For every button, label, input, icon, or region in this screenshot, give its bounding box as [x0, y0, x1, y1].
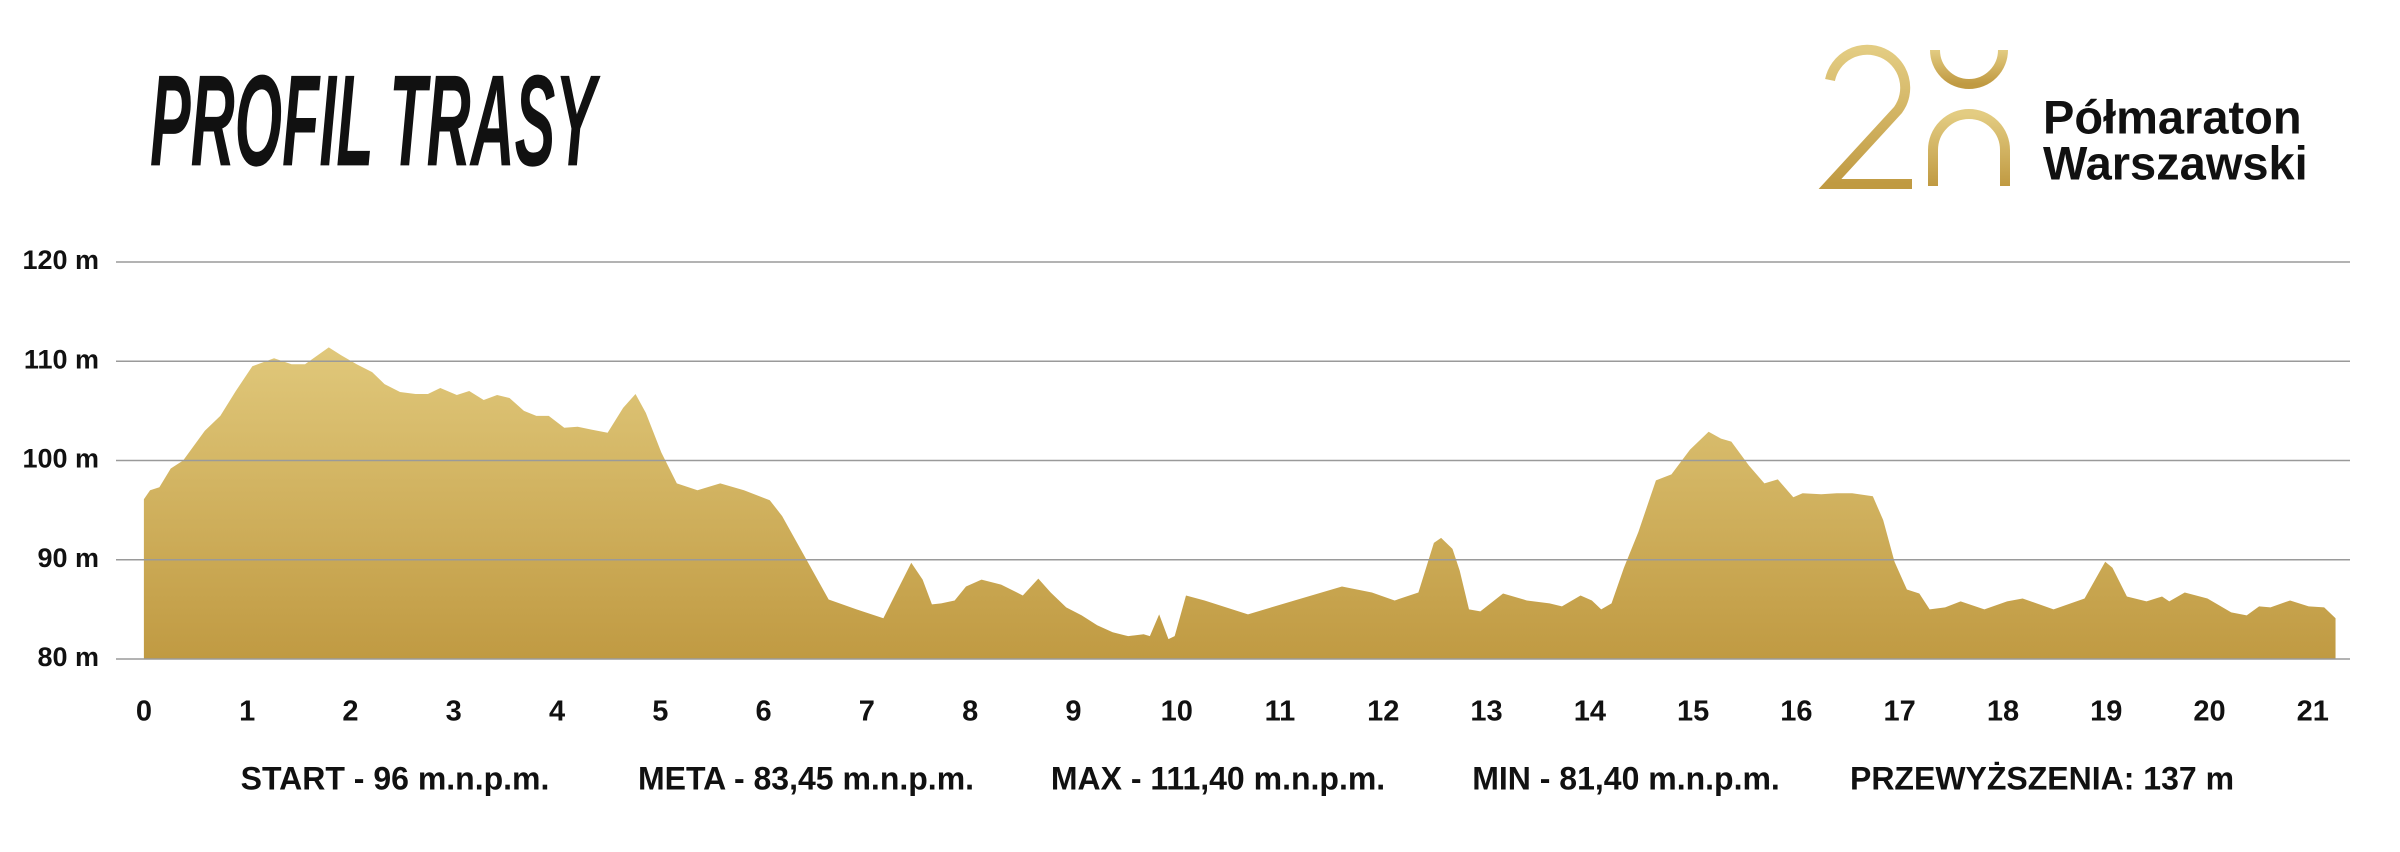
y-tick-label: 90 m: [37, 543, 99, 573]
logo-mark: [1818, 44, 2010, 189]
x-tick-label: 2: [342, 696, 358, 728]
logo-text: Półmaraton: [2043, 90, 2302, 143]
logo-text: Warszawski: [2043, 136, 2308, 189]
x-tick-label: 5: [652, 696, 668, 728]
x-tick-label: 10: [1161, 696, 1193, 728]
x-tick-label: 8: [962, 696, 978, 728]
y-tick-label: 80 m: [37, 642, 99, 672]
stat-annotation: META - 83,45 m.n.p.m.: [638, 760, 974, 796]
x-tick-label: 14: [1574, 696, 1606, 728]
x-tick-label: 21: [2297, 696, 2329, 728]
x-tick-label: 3: [446, 696, 462, 728]
x-tick-label: 4: [549, 696, 565, 728]
x-tick-label: 12: [1367, 696, 1399, 728]
y-tick-label: 100 m: [22, 444, 99, 474]
x-tick-label: 1: [239, 696, 255, 728]
x-tick-label: 18: [1987, 696, 2019, 728]
x-tick-label: 15: [1677, 696, 1709, 728]
x-tick-label: 7: [859, 696, 875, 728]
y-tick-label: 120 m: [22, 245, 99, 275]
stat-annotation: START - 96 m.n.p.m.: [241, 760, 550, 796]
stat-annotation: MAX - 111,40 m.n.p.m.: [1051, 760, 1385, 796]
stat-annotation: PRZEWYŻSZENIA: 137 m: [1850, 760, 2234, 796]
x-tick-label: 9: [1065, 696, 1081, 728]
stat-annotation: MIN - 81,40 m.n.p.m.: [1472, 760, 1780, 796]
x-tick-label: 13: [1470, 696, 1502, 728]
x-tick-label: 11: [1265, 696, 1296, 728]
x-tick-label: 17: [1884, 696, 1916, 728]
x-tick-label: 0: [136, 696, 152, 728]
x-tick-label: 6: [756, 696, 772, 728]
x-tick-label: 16: [1780, 696, 1812, 728]
x-tick-label: 19: [2090, 696, 2122, 728]
y-tick-label: 110 m: [24, 344, 99, 374]
x-tick-label: 20: [2193, 696, 2225, 728]
elevation-area: [143, 347, 2336, 659]
chart-title: PROFIL TRASY: [150, 47, 601, 193]
